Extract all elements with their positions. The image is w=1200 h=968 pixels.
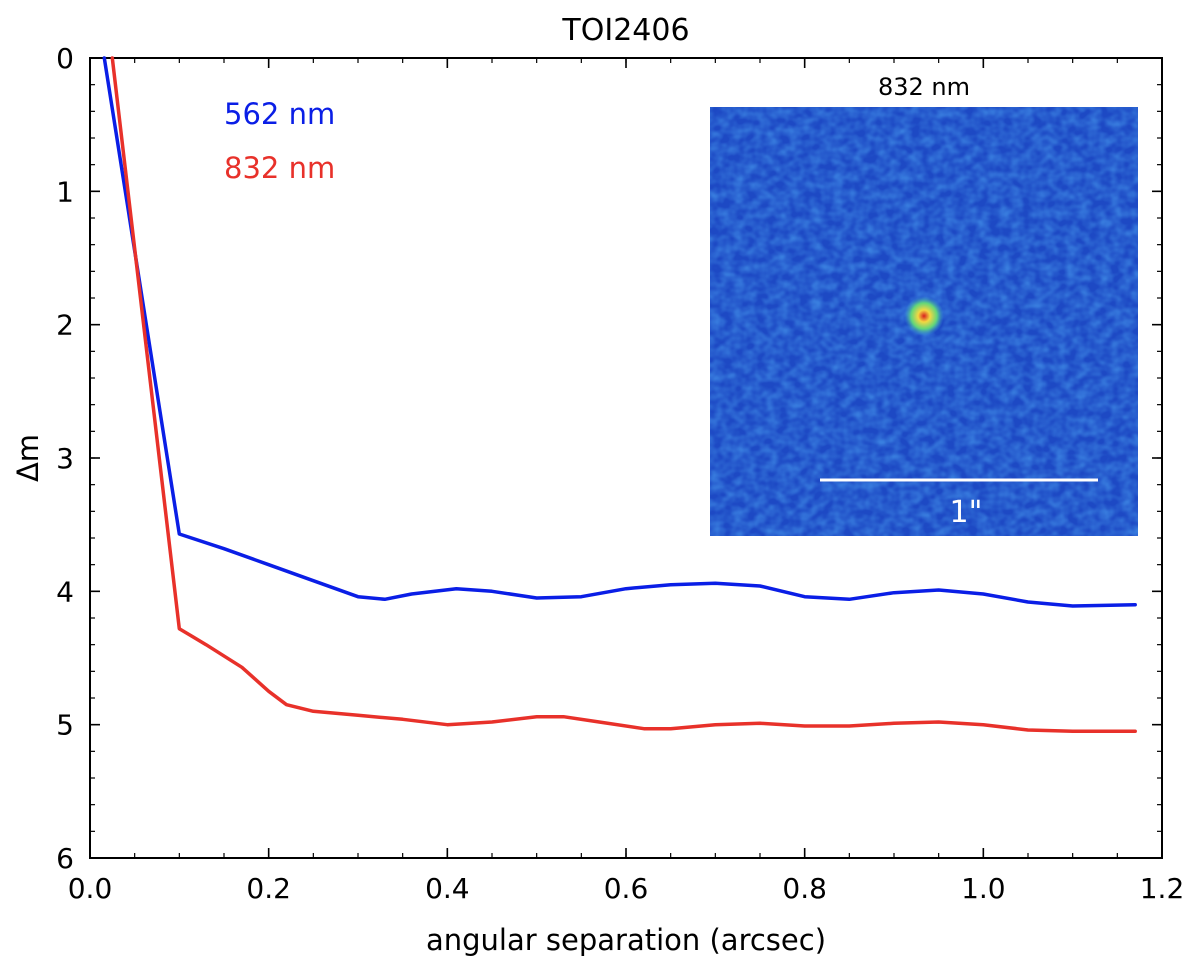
chart-title: TOI2406 [561,13,689,48]
y-axis-label: Δm [11,434,45,482]
x-tick-label: 1.2 [1140,872,1185,905]
y-tick-label: 4 [56,575,74,608]
speckle-inset: 832 nm 1" [710,73,1138,536]
y-tick-label: 6 [56,842,74,875]
series-layer [102,56,1137,734]
x-tick-label: 1.0 [961,872,1006,905]
x-tick-label: 0.6 [604,872,649,905]
y-tick-label: 5 [56,709,74,742]
legend-entry-832nm: 832 nm [224,151,335,185]
x-tick-label: 0.8 [782,872,827,905]
y-tick-label: 3 [56,442,74,475]
inset-scale-bar-label: 1" [950,495,983,530]
y-tick-label: 2 [56,309,74,342]
x-tick-label: 0.4 [425,872,470,905]
series-line-562nm [102,56,1137,608]
x-axis-label: angular separation (arcsec) [426,923,826,957]
x-tick-label: 0.2 [246,872,291,905]
legend-entry-562nm: 562 nm [224,97,335,131]
inset-target-star [904,296,944,336]
y-tick-label: 0 [56,42,74,75]
axes: 0.0 0.2 0.4 0.6 0.8 1.0 1.2 0 1 2 3 4 5 6 [56,42,1184,905]
y-tick-label: 1 [56,175,74,208]
series-line-832nm [110,56,1137,734]
inset-title: 832 nm [878,73,970,101]
x-tick-label: 0.0 [68,872,113,905]
